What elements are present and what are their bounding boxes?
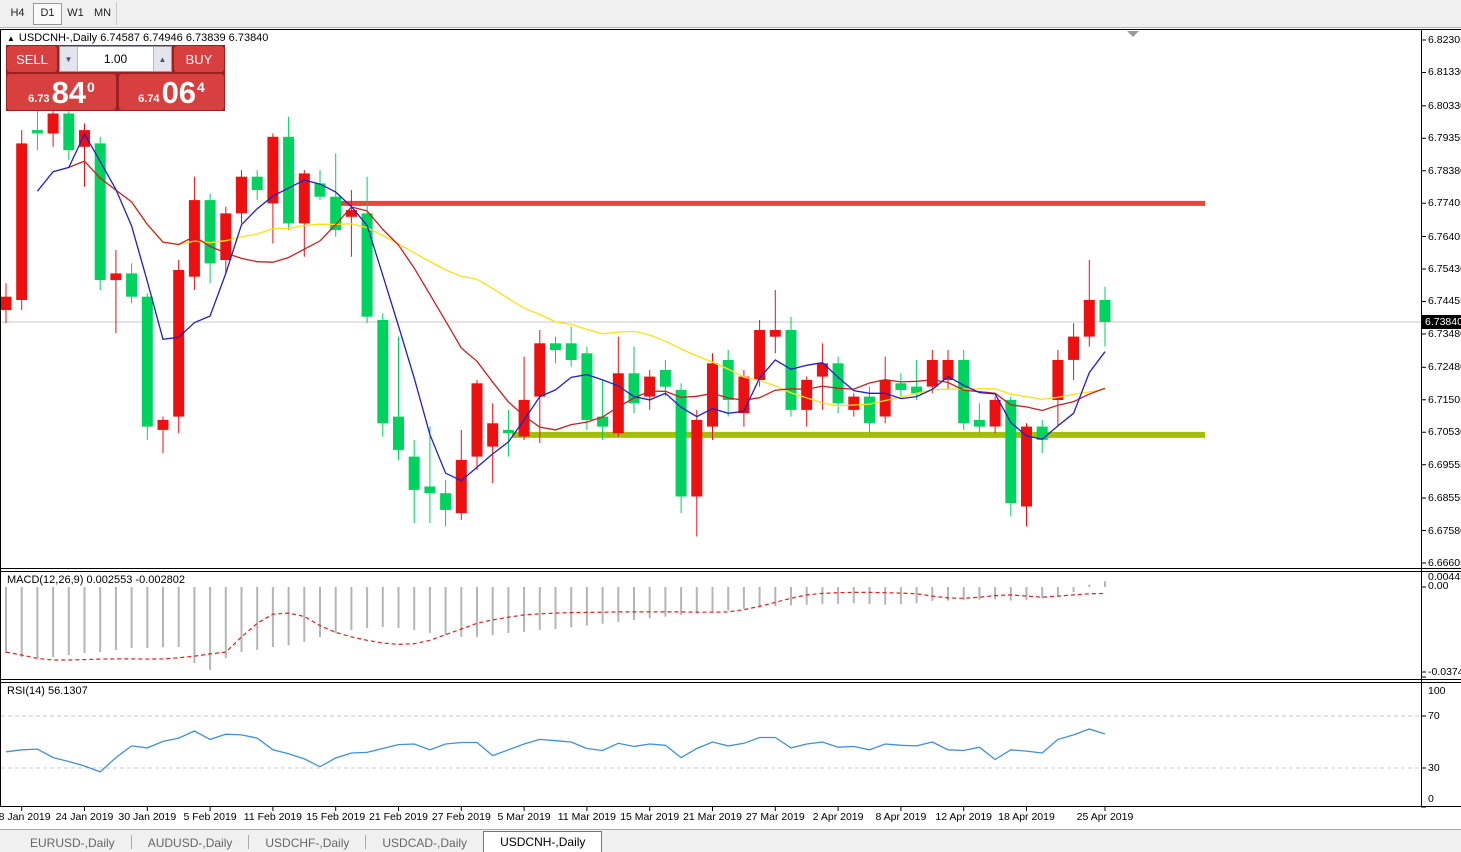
date-axis-label[interactable]: 21 Mar 2019 — [683, 811, 742, 823]
timeframe-toolbar: H4 D1 W1 MN — [0, 0, 1461, 28]
price-axis-tick[interactable]: 6.67580 — [1428, 524, 1461, 537]
date-axis-label[interactable]: 12 Apr 2019 — [935, 811, 992, 823]
sell-price-display[interactable]: 6.73 84 0 — [7, 74, 116, 110]
rsi-axis-tick: 100 — [1428, 685, 1446, 697]
tab-separator — [365, 835, 367, 849]
one-click-trading-panel: SELL ▼ ▲ BUY 6.73 84 0 6.74 06 4 — [6, 45, 225, 111]
timeframe-w1-button[interactable]: W1 — [67, 7, 84, 19]
price-axis-tick[interactable]: 6.80330 — [1428, 99, 1461, 112]
chart-title: ▲ USDCNH-,Daily 6.74587 6.74946 6.73839 6… — [7, 32, 268, 44]
rsi-line — [5, 728, 1106, 773]
price-axis-tick[interactable]: 6.74455 — [1428, 295, 1461, 308]
chart-tabbar: EURUSD-,Daily AUDUSD-,Daily USDCHF-,Dail… — [0, 829, 1461, 852]
rsi-bottom-border — [0, 806, 1461, 807]
tab-separator — [248, 835, 250, 849]
date-axis-label[interactable]: 11 Mar 2019 — [557, 811, 616, 823]
price-axis-tick[interactable]: 6.70530 — [1428, 426, 1461, 439]
price-axis-tick[interactable]: 6.76405 — [1428, 230, 1461, 243]
rsi-axis-tick: 0 — [1428, 793, 1434, 805]
toolbar-separator — [116, 2, 117, 25]
timeframe-d1-button[interactable]: D1 — [33, 3, 62, 25]
ma-5-line — [36, 132, 1106, 482]
macd-label: MACD(12,26,9) 0.002553 -0.002802 — [7, 574, 185, 586]
volume-up-icon[interactable]: ▲ — [153, 47, 171, 71]
tab-usdcad[interactable]: USDCAD-,Daily — [382, 836, 468, 850]
date-axis-label[interactable]: 15 Feb 2019 — [306, 811, 366, 823]
tab-usdchf[interactable]: USDCHF-,Daily — [265, 836, 350, 850]
date-axis-label[interactable]: 30 Jan 2019 — [118, 811, 177, 823]
date-axis-label[interactable]: 5 Feb 2019 — [183, 811, 237, 823]
date-axis-label[interactable]: 5 Mar 2019 — [497, 811, 551, 823]
price-axis-border — [1421, 29, 1422, 807]
date-axis-label[interactable]: 24 Jan 2019 — [55, 811, 114, 823]
symbol-marker-icon: ▲ — [7, 34, 15, 43]
macd-axis-tick: 0.004459 — [1428, 571, 1461, 583]
macd-axis-tick: -0.037475 — [1428, 665, 1461, 678]
timeframe-mn-button[interactable]: MN — [93, 7, 112, 19]
price-axis-tick[interactable]: 6.66605 — [1428, 556, 1461, 569]
date-axis-label[interactable]: 2 Apr 2019 — [812, 811, 864, 823]
macd-signal-line — [5, 591, 1106, 661]
ma-12-line — [68, 160, 1106, 431]
macd-axis-tick: 0.00 — [1428, 580, 1449, 592]
ma-30-line — [131, 201, 1106, 407]
sell-price-prefix: 6.73 — [28, 93, 50, 105]
tab-separator — [130, 835, 132, 849]
tab-usdcnh[interactable]: USDCNH-,Daily — [483, 831, 603, 852]
tab-eurusd[interactable]: EURUSD-,Daily — [30, 836, 115, 850]
date-axis-label[interactable]: 27 Mar 2019 — [745, 811, 805, 823]
date-axis-label[interactable]: 27 Feb 2019 — [431, 811, 491, 823]
sell-button[interactable]: SELL — [7, 46, 57, 72]
chart-shift-marker-icon — [1127, 31, 1139, 37]
price-axis-tick[interactable]: 6.75430 — [1428, 263, 1461, 276]
buy-price-big: 06 — [161, 75, 197, 110]
chart-title-text: USDCNH-,Daily 6.74587 6.74946 6.73839 6.… — [18, 32, 269, 44]
date-axis-label[interactable]: 18 Apr 2019 — [998, 811, 1055, 823]
price-axis-tick[interactable]: 6.79355 — [1428, 132, 1461, 145]
buy-price-display[interactable]: 6.74 06 4 — [119, 74, 224, 110]
price-axis-tick[interactable]: 6.69555 — [1428, 458, 1461, 471]
price-axis-tick[interactable]: 6.81330 — [1428, 66, 1461, 79]
buy-button[interactable]: BUY — [174, 46, 224, 72]
date-axis-label[interactable]: 21 Feb 2019 — [369, 811, 428, 823]
candles — [0, 68, 1111, 537]
buy-price-prefix: 6.74 — [138, 93, 160, 105]
rsi-axis-tick: 70 — [1428, 710, 1440, 722]
sell-price-sup: 0 — [87, 79, 95, 95]
macd-rsi-separator[interactable] — [0, 679, 1461, 680]
current-price-tag: 6.73840 — [1422, 315, 1461, 329]
tab-audusd[interactable]: AUDUSD-,Daily — [147, 836, 233, 850]
price-axis-tick[interactable]: 6.77405 — [1428, 197, 1461, 210]
main-macd-separator2 — [0, 571, 1461, 572]
main-macd-separator[interactable] — [0, 568, 1461, 569]
volume-input[interactable] — [78, 47, 153, 71]
chart-left-border — [0, 29, 1, 807]
date-axis-label[interactable]: 18 Jan 2019 — [0, 811, 51, 823]
macd-rsi-separator2 — [0, 682, 1461, 683]
price-axis-tick[interactable]: 6.71505 — [1428, 393, 1461, 406]
date-axis-label[interactable]: 8 Apr 2019 — [875, 811, 927, 823]
price-axis-tick[interactable]: 6.73480 — [1428, 327, 1461, 340]
date-axis-label[interactable]: 11 Feb 2019 — [243, 811, 302, 823]
price-axis-tick[interactable]: 6.68555 — [1428, 492, 1461, 505]
rsi-axis-tick: 30 — [1428, 762, 1440, 774]
sell-price-big: 84 — [51, 75, 87, 110]
volume-down-icon[interactable]: ▼ — [60, 47, 78, 71]
chart-top-border — [0, 29, 1461, 30]
date-axis-label[interactable]: 15 Mar 2019 — [620, 811, 680, 823]
volume-stepper: ▼ ▲ — [59, 46, 172, 72]
rsi-label: RSI(14) 56.1307 — [7, 685, 88, 697]
date-axis-label[interactable]: 25 Apr 2019 — [1076, 811, 1134, 823]
price-axis-tick[interactable]: 6.82305 — [1428, 34, 1461, 46]
price-axis-tick[interactable]: 6.72480 — [1428, 361, 1461, 374]
timeframe-h4-button[interactable]: H4 — [10, 7, 25, 19]
buy-price-sup: 4 — [197, 79, 205, 95]
price-axis-tick[interactable]: 6.78380 — [1428, 164, 1461, 177]
